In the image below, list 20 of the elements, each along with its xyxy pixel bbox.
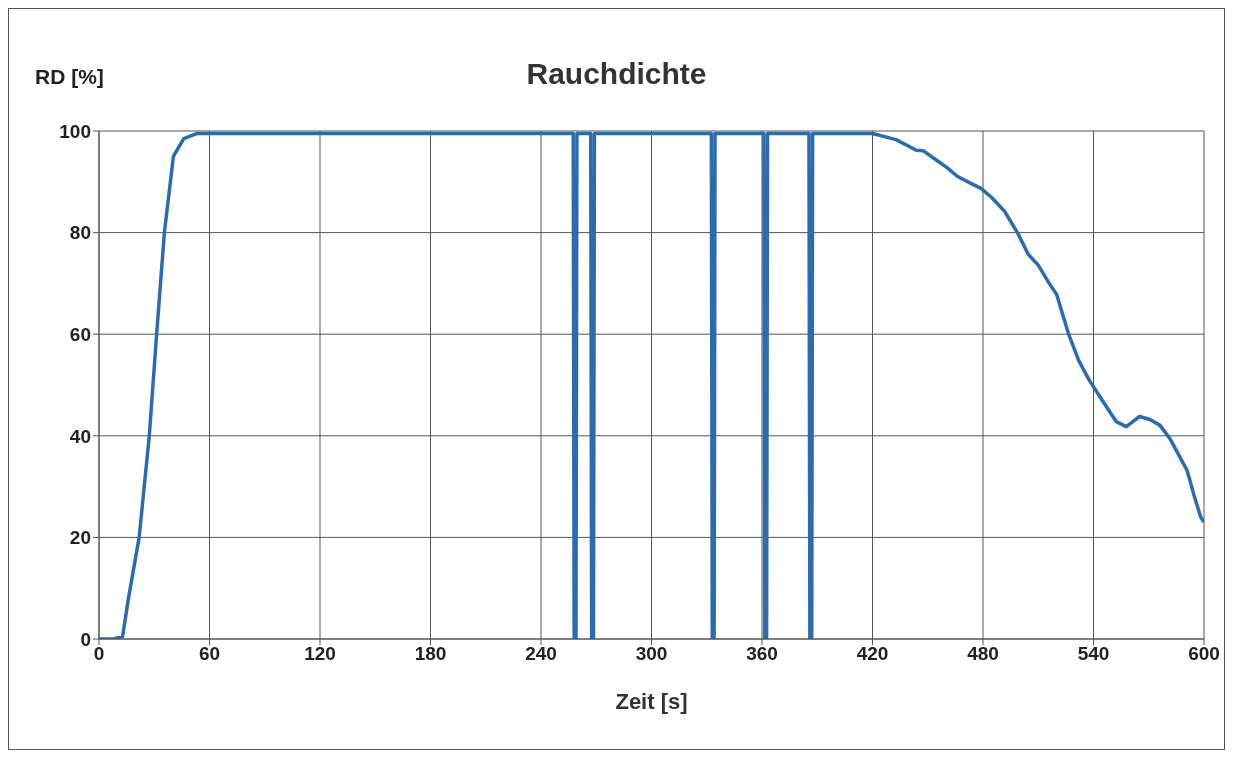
x-axis-title: Zeit [s] [615,689,688,714]
x-tick-label: 540 [1077,643,1110,665]
x-tick-label: 300 [635,643,668,665]
x-tick-label: 180 [414,643,447,665]
x-tick-label: 600 [1188,643,1220,665]
y-tick-label: 0 [80,628,91,650]
chart-title: Rauchdichte [526,57,707,90]
y-axis-title: RD [%] [35,65,104,89]
y-tick-label: 60 [69,323,91,345]
x-tick-label: 420 [856,643,889,665]
x-tick-label: 480 [967,643,999,665]
y-tick-label: 20 [69,527,91,549]
x-tick-label: 360 [746,643,778,665]
x-tick-label: 240 [525,643,557,665]
x-tick-label: 0 [93,643,105,665]
x-tick-label: 120 [304,643,336,665]
x-tick-label: 60 [198,643,221,665]
y-tick-label: 100 [59,120,91,142]
y-tick-label: 80 [69,222,91,244]
y-tick-label: 40 [69,425,91,447]
